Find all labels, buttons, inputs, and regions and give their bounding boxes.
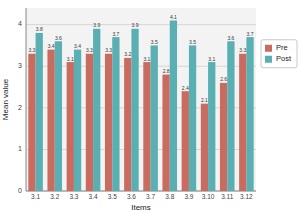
bar — [220, 83, 227, 191]
data-label: 2.4 — [182, 85, 189, 91]
bar — [36, 33, 43, 191]
bar — [162, 75, 169, 191]
bar — [182, 91, 189, 191]
x-tick-label: 3.10 — [202, 193, 215, 200]
bars — [28, 20, 253, 191]
x-tick-label: 3.5 — [108, 193, 117, 200]
bar — [67, 62, 74, 191]
bar — [112, 37, 119, 191]
data-label: 3.4 — [48, 43, 55, 49]
data-label: 4.1 — [170, 14, 177, 20]
data-label: 3.5 — [151, 39, 158, 45]
bar — [201, 104, 208, 191]
data-label: 3.5 — [189, 39, 196, 45]
bar — [208, 62, 215, 191]
bar — [124, 58, 131, 191]
y-tick-label: 3 — [18, 62, 22, 69]
y-axis-label: Mean value — [1, 78, 10, 120]
data-label: 3.9 — [93, 22, 100, 28]
x-tick-label: 3.7 — [146, 193, 155, 200]
data-label: 3.7 — [247, 31, 254, 37]
bar — [131, 29, 138, 191]
plot-area — [26, 8, 256, 191]
legend: Pre Post — [261, 40, 297, 68]
data-label: 3.1 — [67, 56, 74, 62]
bar — [74, 50, 81, 191]
x-tick-label: 3.3 — [69, 193, 78, 200]
bar — [170, 20, 177, 191]
data-label: 3.3 — [28, 47, 35, 53]
data-label: 3.3 — [86, 47, 93, 53]
y-tick-label: 2 — [18, 104, 22, 111]
data-label: 3.3 — [239, 47, 246, 53]
bar — [86, 54, 93, 191]
data-label: 3.7 — [112, 31, 119, 37]
bar — [239, 54, 246, 191]
data-label: 3.4 — [74, 43, 81, 49]
bar — [93, 29, 100, 191]
x-tick-label: 3.1 — [31, 193, 40, 200]
x-tick-label: 3.11 — [221, 193, 234, 200]
legend-swatch — [265, 45, 272, 52]
x-tick-label: 3.6 — [127, 193, 136, 200]
bar — [151, 45, 158, 191]
bar — [143, 62, 150, 191]
data-label: 3.6 — [55, 35, 62, 41]
data-label: 3.6 — [227, 35, 234, 41]
y-tick-label: 0 — [18, 187, 22, 194]
bar — [28, 54, 35, 191]
data-label: 3.1 — [143, 56, 150, 62]
bar — [47, 50, 54, 191]
bar — [246, 37, 253, 191]
legend-label: Post — [276, 54, 292, 63]
data-label: 2.6 — [220, 76, 227, 82]
legend-label: Pre — [276, 43, 288, 52]
x-tick-label: 3.12 — [240, 193, 253, 200]
y-tick-label: 1 — [18, 145, 22, 152]
x-tick-label: 3.2 — [50, 193, 59, 200]
grid-line — [26, 24, 256, 25]
chart: 012343.33.43.13.33.33.23.12.82.42.12.63.… — [0, 0, 300, 213]
legend-box — [261, 40, 297, 68]
bar — [189, 45, 196, 191]
data-label: 2.1 — [201, 97, 208, 103]
data-label: 3.1 — [208, 56, 215, 62]
bar — [55, 41, 62, 191]
x-tick-label: 3.4 — [89, 193, 98, 200]
data-label: 3.9 — [132, 22, 139, 28]
y-axis-line — [26, 8, 27, 191]
bar — [105, 54, 112, 191]
legend-swatch — [265, 56, 272, 63]
x-axis-label: Items — [131, 203, 151, 212]
bar — [227, 41, 234, 191]
y-tick-label: 4 — [18, 20, 22, 27]
data-label: 2.8 — [163, 68, 170, 74]
data-label: 3.3 — [105, 47, 112, 53]
data-label: 3.2 — [124, 51, 131, 57]
data-labels: 3.3 3.4 3.1 3.3 3.3 3.2 3.1 2.8 2.4 2.1 2.6 3.3 3.8 3… — [28, 14, 253, 103]
data-label: 3.8 — [36, 26, 43, 32]
x-tick-label: 3.8 — [165, 193, 174, 200]
x-tick-label: 3.9 — [184, 193, 193, 200]
